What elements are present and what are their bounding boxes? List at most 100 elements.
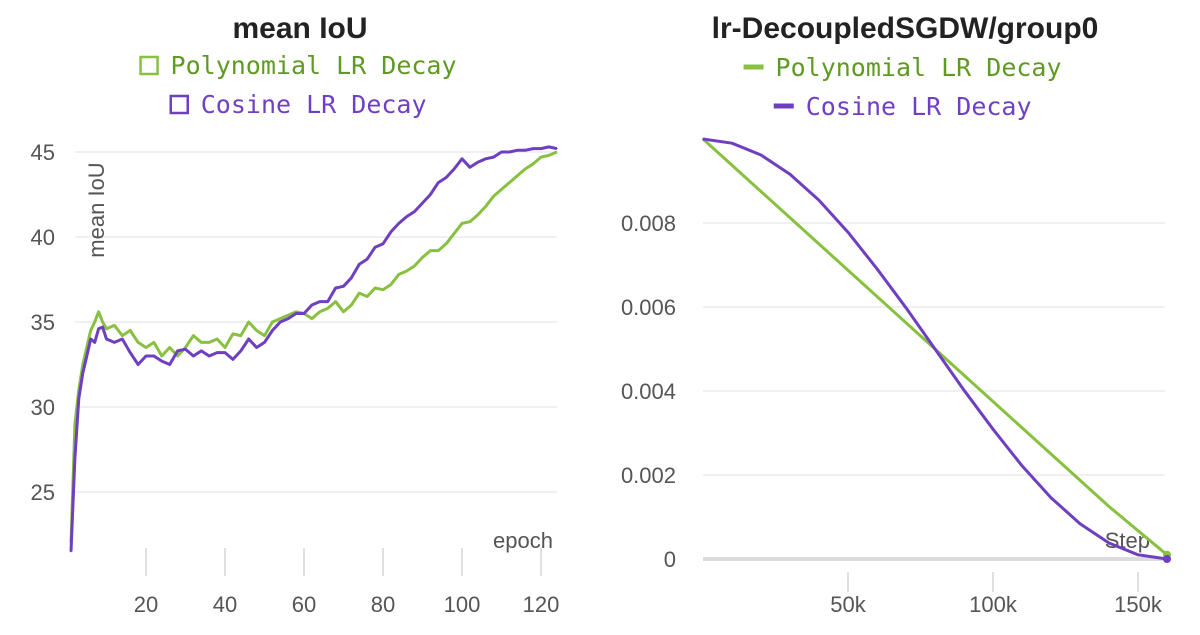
data-point xyxy=(113,341,116,344)
data-point xyxy=(295,312,297,315)
data-point xyxy=(334,300,337,303)
data-point xyxy=(342,311,345,313)
data-point xyxy=(319,311,321,313)
data-point xyxy=(255,329,258,332)
y-tick-label: 0.006 xyxy=(621,295,676,320)
data-point xyxy=(492,195,495,197)
data-point xyxy=(789,173,791,176)
data-point xyxy=(279,317,282,320)
data-point xyxy=(934,348,936,350)
data-point xyxy=(445,176,448,179)
data-point xyxy=(161,355,163,357)
data-point xyxy=(390,283,392,286)
data-point xyxy=(232,333,234,335)
data-point xyxy=(271,329,274,332)
data-point xyxy=(350,277,353,279)
data-point xyxy=(461,222,463,225)
data-point xyxy=(453,232,455,235)
data-point xyxy=(101,326,104,328)
data-point xyxy=(413,265,416,267)
data-point xyxy=(540,147,542,150)
data-point xyxy=(1021,464,1023,467)
data-point xyxy=(847,231,849,234)
data-point xyxy=(101,321,104,323)
data-point xyxy=(461,158,463,160)
polynomial-series-line xyxy=(69,150,558,544)
legend-entry[interactable]: Cosine LR Decay xyxy=(201,90,427,119)
data-point xyxy=(1050,496,1052,499)
data-point xyxy=(760,190,762,193)
data-point xyxy=(105,338,108,340)
data-point xyxy=(477,161,479,163)
data-point xyxy=(532,147,534,150)
data-point xyxy=(437,249,440,252)
data-point xyxy=(74,457,76,459)
data-point xyxy=(303,312,305,315)
data-point xyxy=(93,321,96,323)
data-point xyxy=(540,156,542,158)
x-tick-label: 150k xyxy=(1114,592,1163,617)
y-tick-label: 0.004 xyxy=(621,379,676,404)
legend-entry[interactable]: Polynomial LR Decay xyxy=(171,51,457,80)
data-point xyxy=(208,355,210,357)
data-point xyxy=(556,151,558,153)
data-point xyxy=(516,149,519,152)
data-point xyxy=(105,328,108,330)
data-point xyxy=(374,246,376,248)
x-tick-label: 40 xyxy=(213,592,237,617)
legend-entry[interactable]: Cosine LR Decay xyxy=(806,92,1032,121)
y-tick-label: 30 xyxy=(31,395,55,420)
data-point xyxy=(548,154,550,157)
data-point xyxy=(334,287,337,289)
data-point xyxy=(374,287,376,289)
x-tick-label: 120 xyxy=(523,592,560,617)
data-point xyxy=(524,149,526,152)
data-point xyxy=(97,328,100,330)
data-point xyxy=(145,346,147,349)
data-point xyxy=(469,166,471,169)
data-point xyxy=(232,358,234,361)
data-point xyxy=(1050,453,1052,455)
data-point xyxy=(1108,542,1110,544)
data-point xyxy=(176,350,179,352)
data-point xyxy=(508,181,511,184)
data-point xyxy=(311,304,313,306)
y-tick-label: 0.002 xyxy=(621,463,676,488)
y-tick-label: 25 xyxy=(31,480,55,505)
data-point xyxy=(398,273,400,276)
data-point xyxy=(70,550,72,553)
data-point xyxy=(326,307,329,310)
legend-marker xyxy=(139,55,159,76)
data-point xyxy=(78,397,80,400)
legend-entry[interactable]: Polynomial LR Decay xyxy=(776,53,1062,82)
data-point xyxy=(121,338,124,340)
data-point xyxy=(113,324,116,327)
data-point xyxy=(153,355,155,357)
data-point xyxy=(240,334,242,337)
data-point xyxy=(876,295,878,298)
data-point xyxy=(224,351,226,354)
data-point xyxy=(184,348,187,351)
data-point xyxy=(319,300,321,303)
data-point xyxy=(311,317,313,320)
data-point xyxy=(876,267,878,270)
data-point xyxy=(405,215,408,218)
data-point xyxy=(445,243,448,245)
data-point xyxy=(350,304,353,306)
legend-marker xyxy=(169,94,189,115)
data-point xyxy=(382,288,384,291)
chart-title: lr-DecoupledSGDW/group0 xyxy=(712,12,1099,45)
lr-chart: lr-DecoupledSGDW/group0 Polynomial LR Dec… xyxy=(621,12,1171,617)
data-point xyxy=(702,138,704,140)
x-tick-label: 50k xyxy=(830,592,866,617)
data-point xyxy=(287,314,290,317)
chart-title: mean IoU xyxy=(232,12,367,45)
x-axis-label: Step xyxy=(1105,528,1150,553)
data-point xyxy=(484,158,487,160)
data-point xyxy=(492,156,495,158)
data-point xyxy=(398,222,400,225)
data-point xyxy=(247,321,250,323)
data-point xyxy=(271,321,274,323)
data-point xyxy=(421,202,424,204)
